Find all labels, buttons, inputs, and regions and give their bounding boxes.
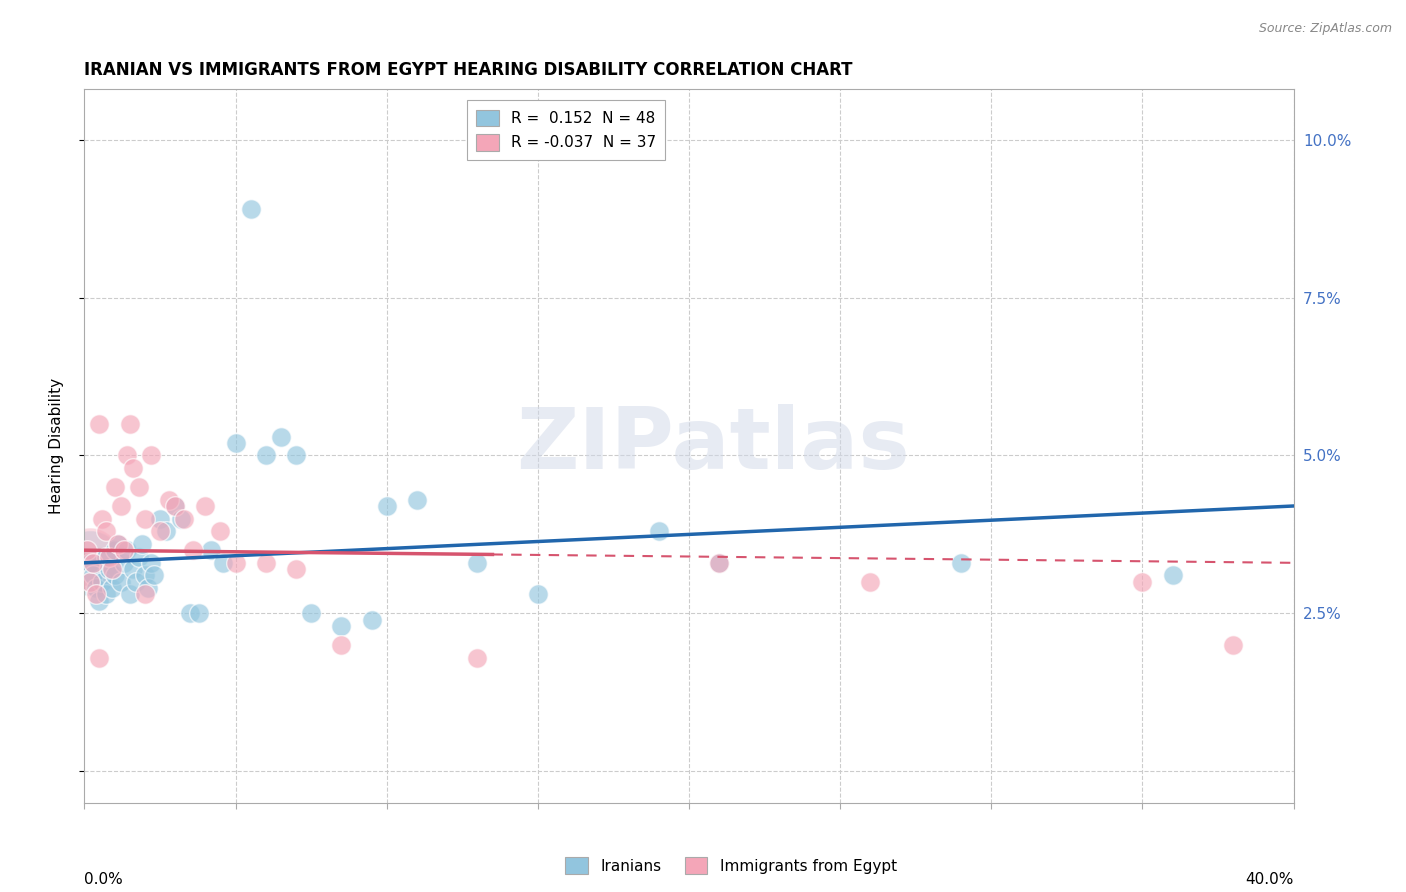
- Point: [112, 543, 135, 558]
- Point: [155, 524, 177, 539]
- Point: [179, 607, 201, 621]
- Point: [100, 562, 122, 576]
- Point: [110, 499, 132, 513]
- Point: [79, 556, 101, 570]
- Legend: Iranians, Immigrants from Egypt: Iranians, Immigrants from Egypt: [560, 851, 903, 880]
- Point: [1222, 638, 1244, 652]
- Point: [467, 650, 489, 665]
- Point: [121, 461, 143, 475]
- Point: [330, 619, 353, 633]
- Point: [134, 568, 156, 582]
- Point: [100, 581, 122, 595]
- Point: [1161, 568, 1184, 582]
- Point: [115, 543, 138, 558]
- Point: [709, 556, 731, 570]
- Point: [79, 574, 101, 589]
- Point: [139, 449, 162, 463]
- Point: [254, 556, 277, 570]
- Point: [82, 568, 104, 582]
- Point: [94, 524, 117, 539]
- Point: [94, 587, 117, 601]
- Point: [104, 480, 127, 494]
- Point: [82, 556, 104, 570]
- Point: [254, 449, 277, 463]
- Point: [209, 524, 232, 539]
- Point: [97, 562, 120, 576]
- Point: [200, 543, 222, 558]
- Point: [89, 417, 111, 431]
- Point: [1130, 574, 1153, 589]
- Point: [131, 537, 153, 551]
- Point: [128, 549, 150, 564]
- Text: Source: ZipAtlas.com: Source: ZipAtlas.com: [1258, 22, 1392, 36]
- Point: [91, 574, 114, 589]
- Point: [467, 556, 489, 570]
- Point: [527, 587, 550, 601]
- Point: [134, 511, 156, 525]
- Point: [709, 556, 731, 570]
- Point: [149, 511, 172, 525]
- Point: [104, 543, 127, 558]
- Point: [225, 556, 247, 570]
- Point: [188, 607, 211, 621]
- Point: [406, 492, 429, 507]
- Point: [107, 537, 129, 551]
- Point: [128, 480, 150, 494]
- Point: [149, 524, 172, 539]
- Point: [115, 449, 138, 463]
- Point: [76, 543, 98, 558]
- Point: [79, 549, 101, 564]
- Point: [97, 549, 120, 564]
- Point: [157, 492, 180, 507]
- Point: [125, 574, 148, 589]
- Point: [648, 524, 671, 539]
- Point: [360, 613, 382, 627]
- Text: 0.0%: 0.0%: [84, 872, 124, 888]
- Y-axis label: Hearing Disability: Hearing Disability: [49, 378, 63, 514]
- Point: [239, 202, 262, 217]
- Point: [89, 650, 111, 665]
- Text: 40.0%: 40.0%: [1246, 872, 1294, 888]
- Point: [104, 568, 127, 582]
- Point: [950, 556, 973, 570]
- Point: [118, 417, 141, 431]
- Point: [225, 435, 247, 450]
- Point: [330, 638, 353, 652]
- Legend: R =  0.152  N = 48, R = -0.037  N = 37: R = 0.152 N = 48, R = -0.037 N = 37: [467, 101, 665, 160]
- Point: [194, 499, 217, 513]
- Point: [173, 511, 195, 525]
- Point: [112, 556, 135, 570]
- Point: [299, 607, 322, 621]
- Point: [859, 574, 882, 589]
- Point: [118, 587, 141, 601]
- Point: [136, 581, 159, 595]
- Point: [121, 562, 143, 576]
- Point: [285, 449, 308, 463]
- Text: ZIPatlas: ZIPatlas: [516, 404, 910, 488]
- Point: [107, 537, 129, 551]
- Point: [285, 562, 308, 576]
- Point: [86, 581, 108, 595]
- Text: IRANIAN VS IMMIGRANTS FROM EGYPT HEARING DISABILITY CORRELATION CHART: IRANIAN VS IMMIGRANTS FROM EGYPT HEARING…: [84, 62, 853, 79]
- Point: [165, 499, 187, 513]
- Point: [89, 593, 111, 607]
- Point: [86, 587, 108, 601]
- Point: [375, 499, 398, 513]
- Point: [139, 556, 162, 570]
- Point: [91, 511, 114, 525]
- Point: [212, 556, 235, 570]
- Point: [94, 549, 117, 564]
- Point: [142, 568, 165, 582]
- Point: [79, 556, 101, 570]
- Point: [170, 511, 193, 525]
- Point: [165, 499, 187, 513]
- Point: [134, 587, 156, 601]
- Point: [110, 574, 132, 589]
- Point: [181, 543, 204, 558]
- Point: [270, 429, 292, 443]
